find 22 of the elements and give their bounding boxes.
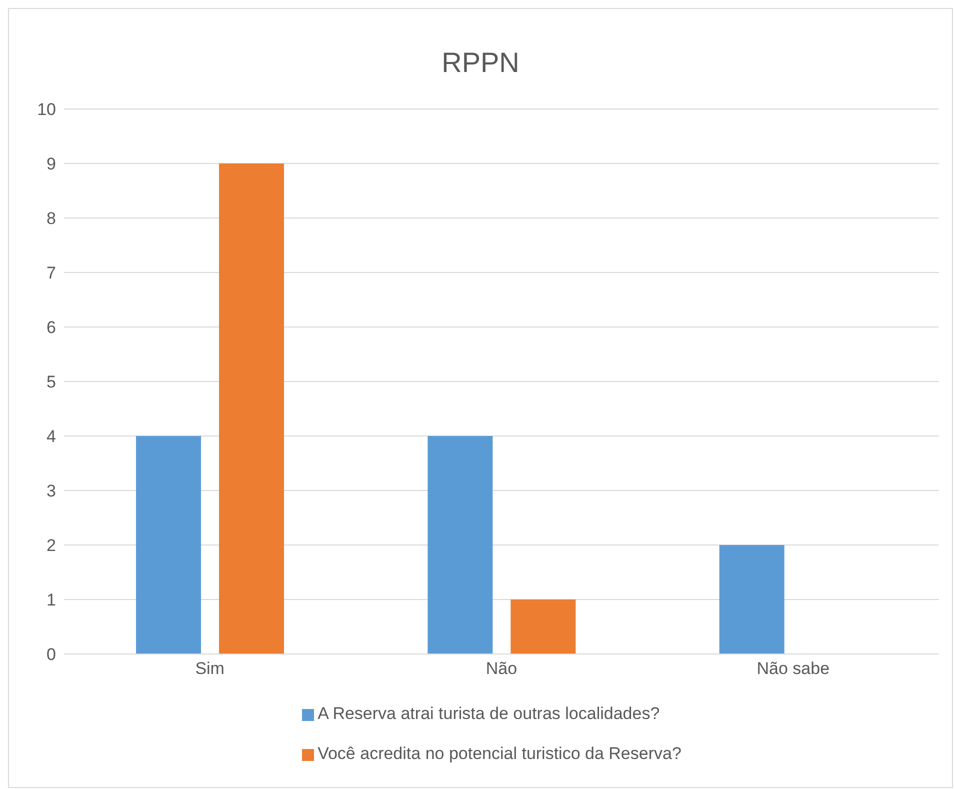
y-tick-label: 7	[46, 264, 56, 283]
y-tick-label: 3	[46, 482, 56, 501]
legend-label: A Reserva atrai turista de outras localidades?	[318, 704, 660, 723]
bar	[219, 164, 284, 654]
y-tick-label: 2	[46, 536, 56, 556]
y-tick-label: 9	[46, 154, 56, 174]
y-tick-label: 0	[46, 645, 56, 664]
y-tick-label: 6	[46, 318, 56, 338]
legend-label: Você acredita no potencial turistico da Reserva?	[318, 744, 682, 763]
y-tick-label: 5	[46, 372, 56, 392]
bar	[719, 545, 784, 654]
x-tick-label: Não	[486, 659, 518, 678]
y-tick-label: 10	[37, 100, 56, 120]
y-tick-label: 4	[46, 427, 56, 446]
bar	[428, 436, 493, 654]
chart-title: RPPN	[440, 47, 520, 79]
bar	[510, 600, 576, 654]
bar	[136, 436, 201, 654]
x-tick-label: Sim	[195, 659, 224, 678]
x-tick-label: Não sabe	[756, 659, 830, 678]
y-tick-label: 8	[46, 209, 56, 228]
y-tick-label: 1	[46, 590, 56, 610]
